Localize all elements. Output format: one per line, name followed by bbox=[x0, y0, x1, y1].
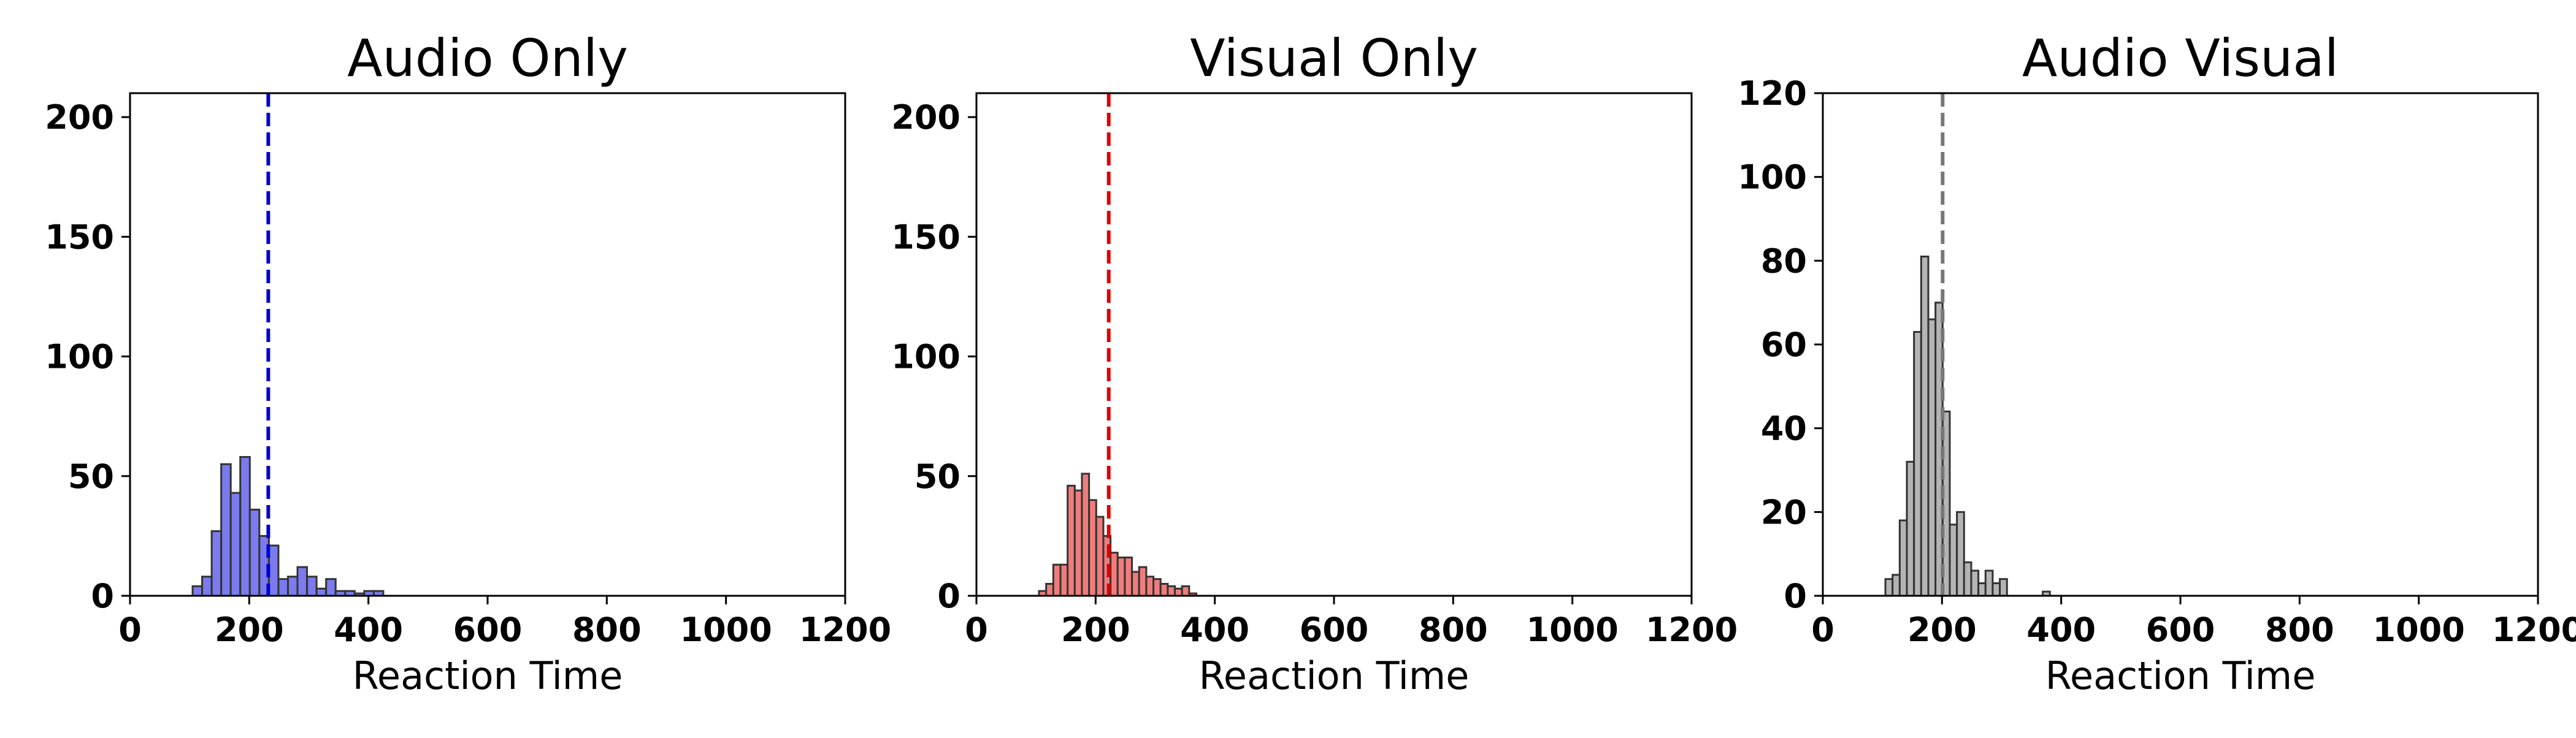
y-tick-label: 50 bbox=[68, 457, 114, 496]
y-tick-label: 0 bbox=[937, 577, 960, 615]
x-tick-label: 600 bbox=[2146, 611, 2215, 649]
x-tick-label: 1200 bbox=[799, 611, 891, 649]
x-tick-label: 400 bbox=[1180, 611, 1249, 649]
histogram-bar bbox=[1949, 523, 1958, 597]
histogram-bar bbox=[1984, 569, 1994, 597]
y-tick-label: 200 bbox=[891, 98, 960, 137]
chart-panel-1: 0 200 400 600 800 1000 1200 0 50 100 150 200 Audio O… bbox=[45, 28, 891, 698]
x-axis-label: Reaction Time bbox=[1199, 653, 1470, 698]
y-tick-label: 150 bbox=[45, 218, 114, 256]
histogram-bar bbox=[1898, 519, 1908, 597]
x-tick-label: 0 bbox=[965, 611, 988, 649]
histogram-bar bbox=[1977, 582, 1987, 597]
y-tick-label: 0 bbox=[1784, 577, 1807, 615]
histogram-bar bbox=[1073, 489, 1083, 597]
x-tick-label: 200 bbox=[1061, 611, 1130, 649]
histogram-bar bbox=[201, 576, 213, 597]
y-tick-label: 100 bbox=[1738, 158, 1807, 197]
x-tick-label: 200 bbox=[215, 611, 284, 649]
x-tick-label: 600 bbox=[453, 611, 523, 649]
y-tick-label: 200 bbox=[45, 98, 114, 137]
histogram-bar bbox=[296, 566, 309, 597]
histogram-bar bbox=[1920, 256, 1930, 597]
x-tick-label: 800 bbox=[1419, 611, 1488, 649]
histogram-bar bbox=[1081, 473, 1091, 597]
x-tick-label: 1000 bbox=[680, 611, 772, 649]
histogram-bar bbox=[306, 576, 318, 597]
x-tick-label: 400 bbox=[334, 611, 403, 649]
chart-title: Visual Only bbox=[1190, 28, 1478, 88]
chart-title: Audio Visual bbox=[2022, 28, 2339, 88]
x-tick-label: 600 bbox=[1300, 611, 1369, 649]
histogram-bar bbox=[325, 578, 337, 597]
y-tick-label: 50 bbox=[914, 457, 960, 496]
x-axis-label: Reaction Time bbox=[353, 653, 623, 698]
histogram-bar bbox=[210, 530, 223, 597]
histogram-bar bbox=[1956, 511, 1965, 597]
histogram-bar bbox=[1110, 552, 1119, 597]
x-tick-label: 0 bbox=[1811, 611, 1834, 649]
histogram-bar bbox=[315, 587, 328, 597]
x-tick-label: 800 bbox=[572, 611, 642, 649]
histogram-bar bbox=[191, 585, 204, 597]
histogram-bar bbox=[248, 508, 261, 597]
histogram-bar bbox=[1095, 515, 1105, 597]
histogram-bar bbox=[1884, 578, 1894, 597]
histogram-bar bbox=[286, 576, 299, 597]
histogram-bar bbox=[1131, 571, 1140, 597]
histogram-bar bbox=[1963, 561, 1972, 597]
chart-panel-2: 0 200 400 600 800 1000 1200 0 50 100 150 200 Visual … bbox=[891, 28, 1738, 698]
histogram-bar bbox=[277, 578, 289, 597]
y-tick-label: 60 bbox=[1761, 325, 1807, 364]
y-tick-label: 150 bbox=[891, 218, 960, 256]
x-tick-label: 0 bbox=[118, 611, 142, 649]
histogram-bar bbox=[1052, 563, 1062, 597]
histogram-bar bbox=[1167, 585, 1176, 597]
histogram-bar bbox=[1067, 484, 1076, 597]
x-tick-label: 1000 bbox=[2373, 611, 2465, 649]
histogram-bar bbox=[1138, 566, 1148, 597]
x-axis-label: Reaction Time bbox=[2045, 653, 2316, 698]
histogram-bar bbox=[1970, 569, 1980, 597]
y-tick-label: 80 bbox=[1761, 242, 1807, 280]
y-tick-label: 20 bbox=[1761, 493, 1807, 531]
histogram-bar bbox=[1913, 331, 1922, 597]
histogram-bar bbox=[1927, 318, 1937, 597]
histogram-bar bbox=[1045, 582, 1054, 597]
chart-panel-3: 0 200 400 600 800 1000 1200 0 20 40 60 80 100 120 Audi… bbox=[1738, 28, 2576, 698]
x-tick-label: 1000 bbox=[1527, 611, 1619, 649]
histogram-bar bbox=[1152, 578, 1162, 597]
histogram-bar bbox=[1059, 563, 1069, 597]
histogram-bar bbox=[1159, 582, 1169, 597]
histogram-bar bbox=[1181, 585, 1190, 597]
histogram-bar bbox=[1906, 460, 1915, 597]
y-tick-label: 100 bbox=[45, 338, 114, 376]
histogram-bar bbox=[229, 492, 242, 597]
histogram-bar bbox=[1145, 576, 1155, 597]
y-tick-label: 100 bbox=[891, 338, 960, 376]
histogram-bar bbox=[239, 456, 251, 597]
histogram-bar bbox=[1991, 582, 2001, 597]
x-tick-label: 200 bbox=[1907, 611, 1977, 649]
x-tick-label: 400 bbox=[2026, 611, 2096, 649]
histogram-bar bbox=[1999, 578, 2008, 597]
histogram-bar bbox=[1088, 499, 1097, 597]
x-tick-label: 800 bbox=[2265, 611, 2334, 649]
histogram-bar bbox=[1124, 557, 1133, 597]
y-tick-label: 120 bbox=[1738, 74, 1807, 113]
histogram-bar bbox=[1174, 587, 1183, 597]
histogram-bar bbox=[1892, 574, 1901, 597]
histogram-bar bbox=[267, 544, 280, 597]
histogram-bar bbox=[220, 463, 232, 597]
y-tick-label: 40 bbox=[1761, 409, 1807, 448]
x-tick-label: 1200 bbox=[2492, 611, 2576, 649]
x-tick-label: 1200 bbox=[1646, 611, 1738, 649]
y-tick-label: 0 bbox=[91, 577, 114, 615]
chart-title: Audio Only bbox=[347, 28, 628, 88]
histogram-bar bbox=[1116, 557, 1126, 597]
